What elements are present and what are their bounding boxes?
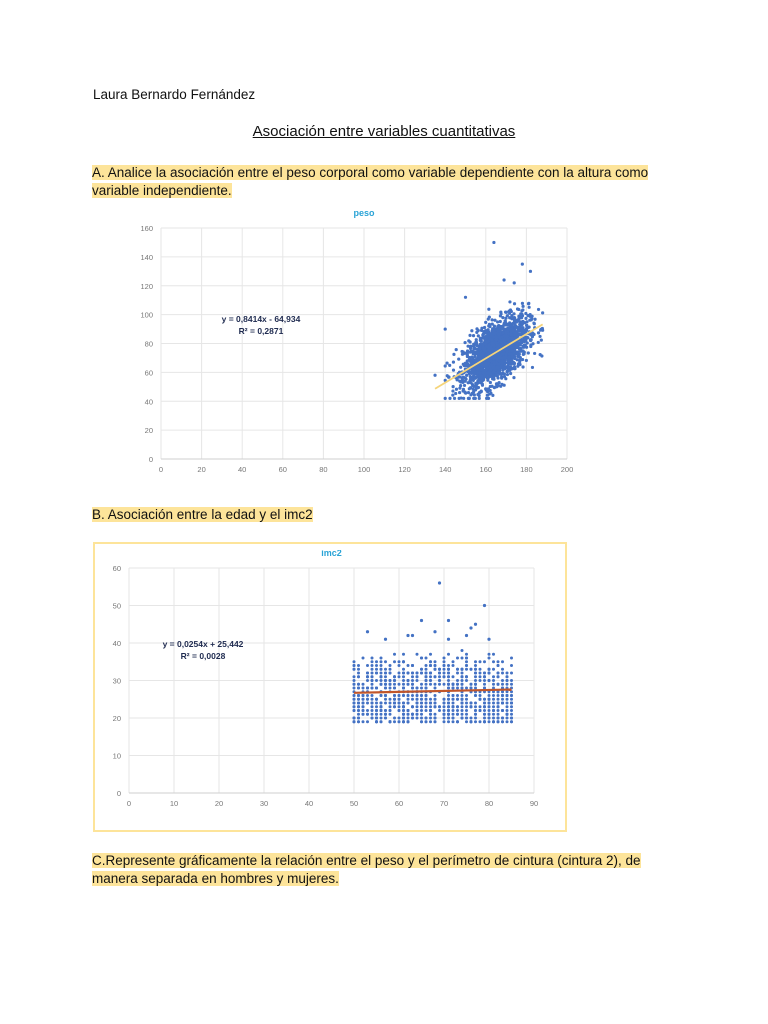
- outlier-point: [502, 278, 506, 282]
- x-tick-label: 90: [530, 799, 538, 808]
- y-tick-label: 80: [145, 340, 153, 349]
- outlier-point: [464, 633, 469, 638]
- question-a-text: A. Analice la asociación entre el peso c…: [92, 165, 649, 198]
- y-tick-label: 140: [140, 253, 153, 262]
- x-tick-label: 0: [159, 465, 163, 474]
- question-b-text: B. Asociación entre la edad y el imc2: [92, 507, 313, 522]
- outlier-point: [463, 295, 468, 299]
- x-tick-label: 10: [170, 799, 178, 808]
- y-tick-label: 40: [145, 397, 153, 406]
- outlier-point: [446, 637, 451, 641]
- x-tick-label: 50: [350, 799, 358, 808]
- author-name: Laura Bernardo Fernández: [93, 87, 256, 102]
- outlier-point: [406, 633, 410, 638]
- outlier-point: [528, 269, 533, 273]
- outlier-point: [520, 262, 524, 266]
- outlier-point: [492, 240, 496, 245]
- x-tick-label: 0: [127, 799, 131, 808]
- trendline: [353, 688, 512, 694]
- outlier-point: [482, 603, 487, 608]
- outlier-point: [433, 373, 437, 377]
- question-c: C.Represente gráficamente la relación en…: [92, 852, 652, 888]
- y-tick-label: 60: [113, 564, 121, 573]
- scatter-chart-peso: peso 0 20 40 60 80 100 120 140 160 180 200 0 20 40 60 80…: [140, 208, 574, 474]
- y-tick-label: 60: [145, 368, 153, 377]
- chart-peso: peso 0 20 40 60 80 100 120 140 160 180 200 0 20 40 60 80…: [130, 200, 580, 490]
- trendline: [434, 323, 544, 390]
- y-tick-label: 20: [145, 426, 153, 435]
- x-tick-label: 80: [319, 465, 327, 474]
- y-tick-label: 120: [140, 282, 153, 291]
- x-tick-label: 20: [197, 465, 205, 474]
- outlier-point: [487, 637, 491, 641]
- outlier-point: [419, 618, 424, 623]
- x-tick-label: 60: [395, 799, 403, 808]
- outlier-point: [410, 633, 415, 638]
- chart-imc2-frame: [93, 542, 567, 832]
- r-squared: R² = 0,0028: [181, 651, 226, 661]
- outlier-point: [446, 618, 451, 623]
- outlier-point: [365, 630, 370, 634]
- scatter-points: [433, 240, 545, 400]
- question-a: A. Analice la asociación entre el peso c…: [92, 164, 652, 200]
- x-tick-label: 70: [440, 799, 448, 808]
- x-tick-label: 200: [561, 465, 574, 474]
- y-tick-label: 20: [113, 714, 121, 723]
- outlier-point: [473, 622, 478, 626]
- question-c-text: C.Represente gráficamente la relación en…: [92, 853, 641, 886]
- x-tick-label: 80: [485, 799, 493, 808]
- r-squared: R² = 0,2871: [239, 326, 284, 336]
- y-tick-label: 0: [117, 789, 121, 798]
- y-tick-label: 0: [149, 455, 153, 464]
- question-b: B. Asociación entre la edad y el imc2: [92, 506, 313, 524]
- y-tick-label: 40: [113, 639, 121, 648]
- chart-imc2: imc2 0 10 20 30 40 50 60 70 80 90 0 10 20 30 40 50 60 y = …: [100, 548, 560, 825]
- scatter-chart-imc2: imc2 0 10 20 30 40 50 60 70 80 90 0 10 20 30 40 50 60 y = …: [113, 548, 539, 808]
- y-tick-label: 50: [113, 602, 121, 611]
- y-tick-label: 30: [113, 677, 121, 686]
- y-tick-label: 10: [113, 752, 121, 761]
- document-title: Asociación entre variables cuantitativas: [0, 123, 768, 140]
- chart-title: peso: [353, 208, 375, 218]
- trendline-equation: y = 0,0254x + 25,442: [163, 639, 244, 649]
- outlier-point: [512, 281, 516, 285]
- chart-title: imc2: [321, 550, 342, 558]
- outlier-point: [437, 581, 442, 585]
- y-tick-label: 100: [140, 311, 153, 320]
- scatter-points: [352, 581, 513, 724]
- x-tick-label: 30: [260, 799, 268, 808]
- x-tick-label: 40: [305, 799, 313, 808]
- x-tick-label: 120: [398, 465, 411, 474]
- x-tick-label: 160: [480, 465, 493, 474]
- y-tick-label: 160: [140, 224, 153, 233]
- x-tick-label: 60: [279, 465, 287, 474]
- x-tick-label: 140: [439, 465, 452, 474]
- outlier-point: [383, 637, 388, 641]
- x-tick-label: 40: [238, 465, 246, 474]
- x-tick-label: 180: [520, 465, 533, 474]
- trendline-equation: y = 0,8414x - 64,934: [222, 314, 301, 324]
- outlier-point: [469, 626, 473, 630]
- x-tick-label: 100: [358, 465, 371, 474]
- outlier-point: [433, 630, 437, 634]
- document-title-text: Asociación entre variables cuantitativas: [252, 123, 516, 140]
- outlier-point: [443, 327, 447, 331]
- x-tick-label: 20: [215, 799, 223, 808]
